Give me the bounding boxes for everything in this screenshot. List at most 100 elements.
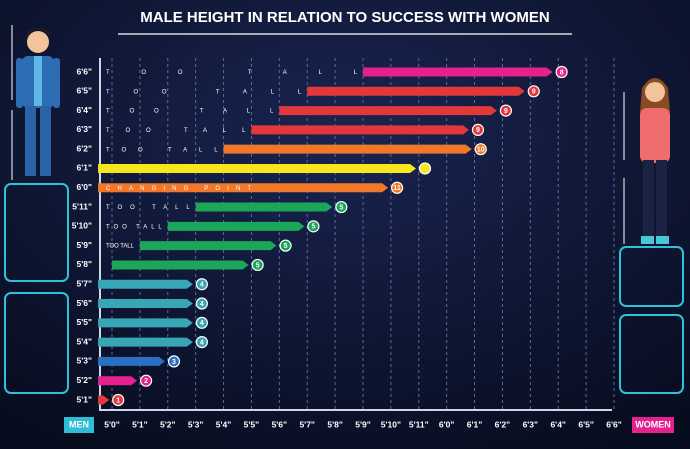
badge-label: 4 — [200, 339, 204, 346]
badge — [195, 278, 208, 291]
badge — [251, 258, 264, 272]
bar — [98, 299, 193, 309]
badge — [112, 393, 125, 407]
leg — [25, 106, 36, 176]
bar — [98, 376, 138, 386]
badge-label: 8 — [560, 69, 564, 76]
y-tick-label: 6'4" — [76, 105, 92, 115]
x-tick-label: 5'10" — [381, 419, 401, 429]
badge — [527, 85, 540, 98]
head — [645, 82, 665, 102]
x-tick-label: 5'3" — [188, 419, 204, 429]
bar — [98, 356, 165, 366]
pedestal — [4, 183, 69, 282]
men-tag — [64, 417, 94, 433]
badge — [555, 65, 568, 79]
badge-label: 9 — [532, 89, 536, 96]
badge-label: 9 — [476, 127, 480, 134]
bar — [139, 241, 277, 251]
y-tick-label: 5'11" — [72, 201, 92, 211]
badge-label: 2 — [144, 378, 148, 385]
women-label: WOMEN — [635, 419, 671, 429]
y-tick-label: 6'6" — [76, 66, 92, 76]
x-tick-label: 5'6" — [272, 419, 288, 429]
badge — [499, 104, 512, 117]
shoe — [641, 236, 654, 244]
y-tick-label: 5'1" — [76, 394, 92, 404]
badge-label: 4 — [200, 301, 204, 308]
badge — [335, 200, 348, 214]
badge-label: 9 — [504, 108, 508, 115]
badge-label: 5 — [284, 243, 288, 250]
bar — [112, 260, 249, 270]
x-tick-label: 6'3" — [523, 419, 539, 429]
x-tick-label: 6'5" — [578, 419, 594, 429]
x-tick-label: 6'6" — [606, 419, 622, 429]
bar — [195, 202, 333, 212]
x-tick-label: 5'1" — [132, 419, 148, 429]
x-tick-label: 5'8" — [327, 419, 343, 429]
bar — [98, 318, 193, 328]
x-tick-label: 5'0" — [104, 419, 120, 429]
bar — [363, 67, 553, 77]
bar — [279, 106, 497, 116]
woman-figure — [623, 78, 670, 244]
leg — [40, 106, 51, 176]
bar-text: TOO TALL — [106, 244, 134, 250]
badge — [307, 220, 320, 233]
x-tick-label: 6'0" — [439, 419, 455, 429]
badge-label: 11 — [393, 185, 401, 192]
bar — [251, 125, 469, 135]
y-tick-label: 6'3" — [76, 124, 92, 134]
badge-label: 10 — [477, 147, 485, 154]
y-tick-label: 6'1" — [76, 163, 92, 173]
badge — [195, 336, 208, 349]
x-tick-label: 5'7" — [299, 419, 315, 429]
badge-label: 5 — [256, 262, 260, 269]
bar — [98, 395, 110, 405]
badge — [471, 123, 485, 136]
y-tick-label: 6'2" — [76, 143, 92, 153]
men-label: MEN — [69, 419, 89, 429]
badge — [140, 374, 153, 387]
man-figure — [11, 25, 60, 180]
bar — [167, 221, 305, 231]
x-tick-label: 5'11" — [409, 419, 429, 429]
badge — [195, 316, 208, 329]
badge — [391, 181, 404, 194]
y-tick-label: 5'4" — [76, 336, 92, 346]
hair — [27, 28, 50, 38]
arm — [53, 58, 60, 108]
badge — [279, 239, 292, 252]
y-tick-label: 5'3" — [76, 356, 92, 366]
y-tick-label: 5'5" — [76, 317, 92, 327]
pedestal — [4, 292, 69, 394]
x-tick-label: 5'5" — [244, 419, 260, 429]
x-tick-label: 5'4" — [216, 419, 232, 429]
bar — [98, 183, 389, 193]
x-tick-label: 6'2" — [495, 419, 511, 429]
women-tag — [632, 417, 674, 433]
bar — [307, 86, 525, 96]
bar — [98, 279, 193, 289]
bar — [98, 163, 416, 173]
x-tick-label: 6'4" — [550, 419, 566, 429]
y-tick-label: 6'5" — [76, 86, 92, 96]
badge-label: 1 — [116, 397, 120, 404]
badge — [195, 297, 208, 310]
y-tick-label: 5'2" — [76, 375, 92, 385]
y-tick-label: 6'0" — [76, 182, 92, 192]
x-tick-label: 5'2" — [160, 419, 176, 429]
badge — [167, 355, 181, 368]
x-tick-label: 5'9" — [355, 419, 371, 429]
leg — [656, 160, 667, 238]
arm — [16, 58, 23, 108]
bar — [223, 144, 472, 154]
x-tick-label: 6'1" — [467, 419, 483, 429]
badge — [418, 162, 432, 175]
leg — [643, 160, 654, 238]
y-tick-label: 5'9" — [76, 240, 92, 250]
badge-label: 4 — [200, 282, 204, 289]
